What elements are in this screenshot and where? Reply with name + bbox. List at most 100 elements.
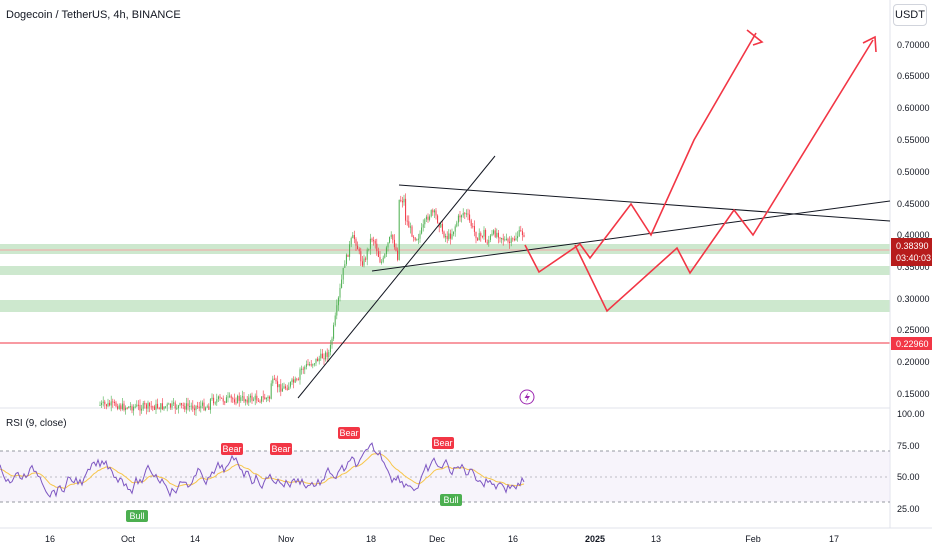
ascending-trendline[interactable] bbox=[297, 155, 496, 399]
time-axis[interactable]: 16 Oct 14 Nov 18 Dec 16 2025 13 Feb 17 bbox=[45, 534, 839, 544]
svg-text:Bull: Bull bbox=[129, 511, 144, 521]
candle-body bbox=[467, 213, 469, 215]
rsi-indicator-label[interactable]: RSI (9, close) bbox=[6, 418, 67, 429]
candle-body bbox=[502, 238, 504, 241]
candle-body bbox=[299, 369, 301, 380]
candle-body bbox=[395, 247, 397, 251]
candle-body bbox=[139, 404, 141, 411]
candle-body bbox=[280, 384, 282, 392]
candle-body bbox=[521, 231, 523, 236]
triangle-lower-line[interactable] bbox=[371, 200, 891, 272]
candle-body bbox=[387, 242, 389, 248]
candle-body bbox=[406, 220, 408, 222]
candle-body bbox=[347, 254, 349, 257]
candle-body bbox=[301, 368, 303, 370]
candle-body bbox=[187, 403, 189, 407]
candle-body bbox=[336, 305, 338, 316]
candle-body bbox=[374, 240, 376, 244]
candle-body bbox=[416, 239, 418, 241]
svg-text:Bull: Bull bbox=[443, 495, 458, 505]
candle-body bbox=[137, 404, 139, 406]
candle-body bbox=[376, 243, 378, 252]
candle-body bbox=[509, 241, 511, 244]
candle-body bbox=[377, 251, 379, 257]
triangle-upper-line[interactable] bbox=[398, 184, 891, 222]
candle-body bbox=[491, 233, 493, 236]
candle-body bbox=[393, 239, 395, 248]
rsi-ma-line bbox=[0, 453, 525, 489]
candle-body bbox=[243, 396, 245, 402]
price-tick: 0.70000 bbox=[897, 40, 930, 50]
candle-body bbox=[224, 401, 226, 403]
time-tick: 16 bbox=[45, 534, 55, 544]
candle-body bbox=[251, 395, 253, 401]
candle-body bbox=[147, 402, 149, 409]
candle-body bbox=[505, 238, 507, 240]
candle-body bbox=[315, 358, 317, 364]
candle-body bbox=[121, 403, 123, 410]
candle-body bbox=[269, 396, 271, 399]
candle-body bbox=[326, 352, 328, 357]
current-price-value: 0.38390 bbox=[896, 241, 929, 251]
candle-body bbox=[112, 401, 114, 403]
price-tick: 0.20000 bbox=[897, 357, 930, 367]
candle-body bbox=[317, 358, 319, 362]
symbol-title[interactable]: Dogecoin / TetherUS, 4h, BINANCE bbox=[6, 9, 181, 21]
candle-body bbox=[206, 406, 208, 408]
candle-body bbox=[334, 315, 336, 326]
projection-path-upper[interactable] bbox=[524, 32, 757, 274]
price-axis[interactable]: 0.70000 0.65000 0.60000 0.55000 0.50000 0.450… bbox=[897, 40, 930, 399]
candle-body bbox=[197, 405, 199, 407]
candle-body bbox=[288, 386, 290, 390]
support-zone-middle bbox=[0, 266, 890, 275]
candle-body bbox=[457, 215, 459, 223]
rsi-line bbox=[0, 442, 525, 498]
candle-body bbox=[283, 386, 285, 389]
candle-body bbox=[494, 230, 496, 237]
candle-body bbox=[200, 405, 202, 409]
candle-body bbox=[264, 397, 266, 400]
candle-body bbox=[241, 396, 243, 398]
candle-body bbox=[118, 405, 120, 409]
candle-body bbox=[401, 201, 403, 203]
price-tick: 0.55000 bbox=[897, 135, 930, 145]
candle-body bbox=[489, 235, 491, 240]
candle-body bbox=[233, 399, 235, 403]
candle-body bbox=[486, 242, 488, 244]
candle-body bbox=[105, 404, 107, 407]
candle-body bbox=[257, 400, 259, 402]
candle-body bbox=[400, 199, 402, 202]
candle-body bbox=[213, 397, 215, 404]
candle-body bbox=[497, 232, 499, 238]
candle-body bbox=[449, 233, 451, 239]
lightning-icon[interactable] bbox=[519, 389, 535, 405]
currency-button[interactable]: USDT bbox=[893, 4, 927, 26]
candle-body bbox=[454, 226, 456, 232]
projection-path-lower[interactable] bbox=[574, 39, 874, 313]
candle-body bbox=[357, 245, 359, 250]
candle-body bbox=[214, 402, 216, 404]
rsi-axis[interactable]: 100.00 75.00 50.00 25.00 bbox=[897, 409, 925, 514]
candle-body bbox=[302, 368, 304, 370]
candle-body bbox=[272, 378, 274, 384]
candle-body bbox=[459, 215, 461, 218]
candle-body bbox=[208, 406, 210, 410]
candle-body bbox=[157, 403, 159, 408]
candle-body bbox=[261, 396, 263, 402]
candle-body bbox=[464, 213, 466, 215]
support-zone-lower bbox=[0, 300, 890, 312]
candle-body bbox=[166, 404, 168, 407]
candle-body bbox=[477, 238, 479, 241]
candle-body bbox=[403, 198, 405, 203]
candle-body bbox=[181, 403, 183, 405]
candle-body bbox=[481, 236, 483, 238]
time-tick: 13 bbox=[651, 534, 661, 544]
candle-body bbox=[453, 231, 455, 235]
candle-body bbox=[392, 234, 394, 240]
candle-body bbox=[510, 238, 512, 244]
candle-body bbox=[435, 210, 437, 216]
svg-text:Bear: Bear bbox=[271, 444, 290, 454]
candle-body bbox=[446, 236, 448, 240]
time-tick: Feb bbox=[745, 534, 761, 544]
